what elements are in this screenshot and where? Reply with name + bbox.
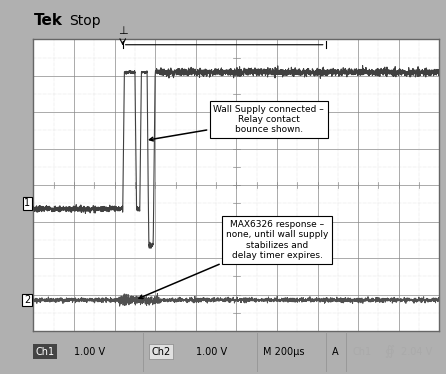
- Text: MAX6326 response –
none, until wall supply
stabilizes and
delay timer expires.: MAX6326 response – none, until wall supp…: [139, 220, 328, 298]
- Text: Tek: Tek: [33, 13, 62, 28]
- Text: A: A: [332, 347, 339, 357]
- Text: 1.00 V: 1.00 V: [74, 347, 105, 357]
- Text: Stop: Stop: [69, 13, 101, 28]
- Text: ⊥: ⊥: [118, 25, 128, 36]
- Text: M 200μs: M 200μs: [263, 347, 304, 357]
- Text: Wall Supply connected –
Relay contact
bounce shown.: Wall Supply connected – Relay contact bo…: [149, 105, 324, 141]
- Text: Ch1: Ch1: [36, 347, 54, 357]
- Text: 1.00 V: 1.00 V: [196, 347, 227, 357]
- Text: 1: 1: [24, 198, 30, 208]
- Text: 2.04 V: 2.04 V: [401, 347, 432, 357]
- Text: Ch2: Ch2: [151, 347, 170, 357]
- Text: Ch1: Ch1: [352, 347, 371, 357]
- Text: ∯: ∯: [384, 345, 394, 358]
- Text: 2: 2: [24, 295, 30, 305]
